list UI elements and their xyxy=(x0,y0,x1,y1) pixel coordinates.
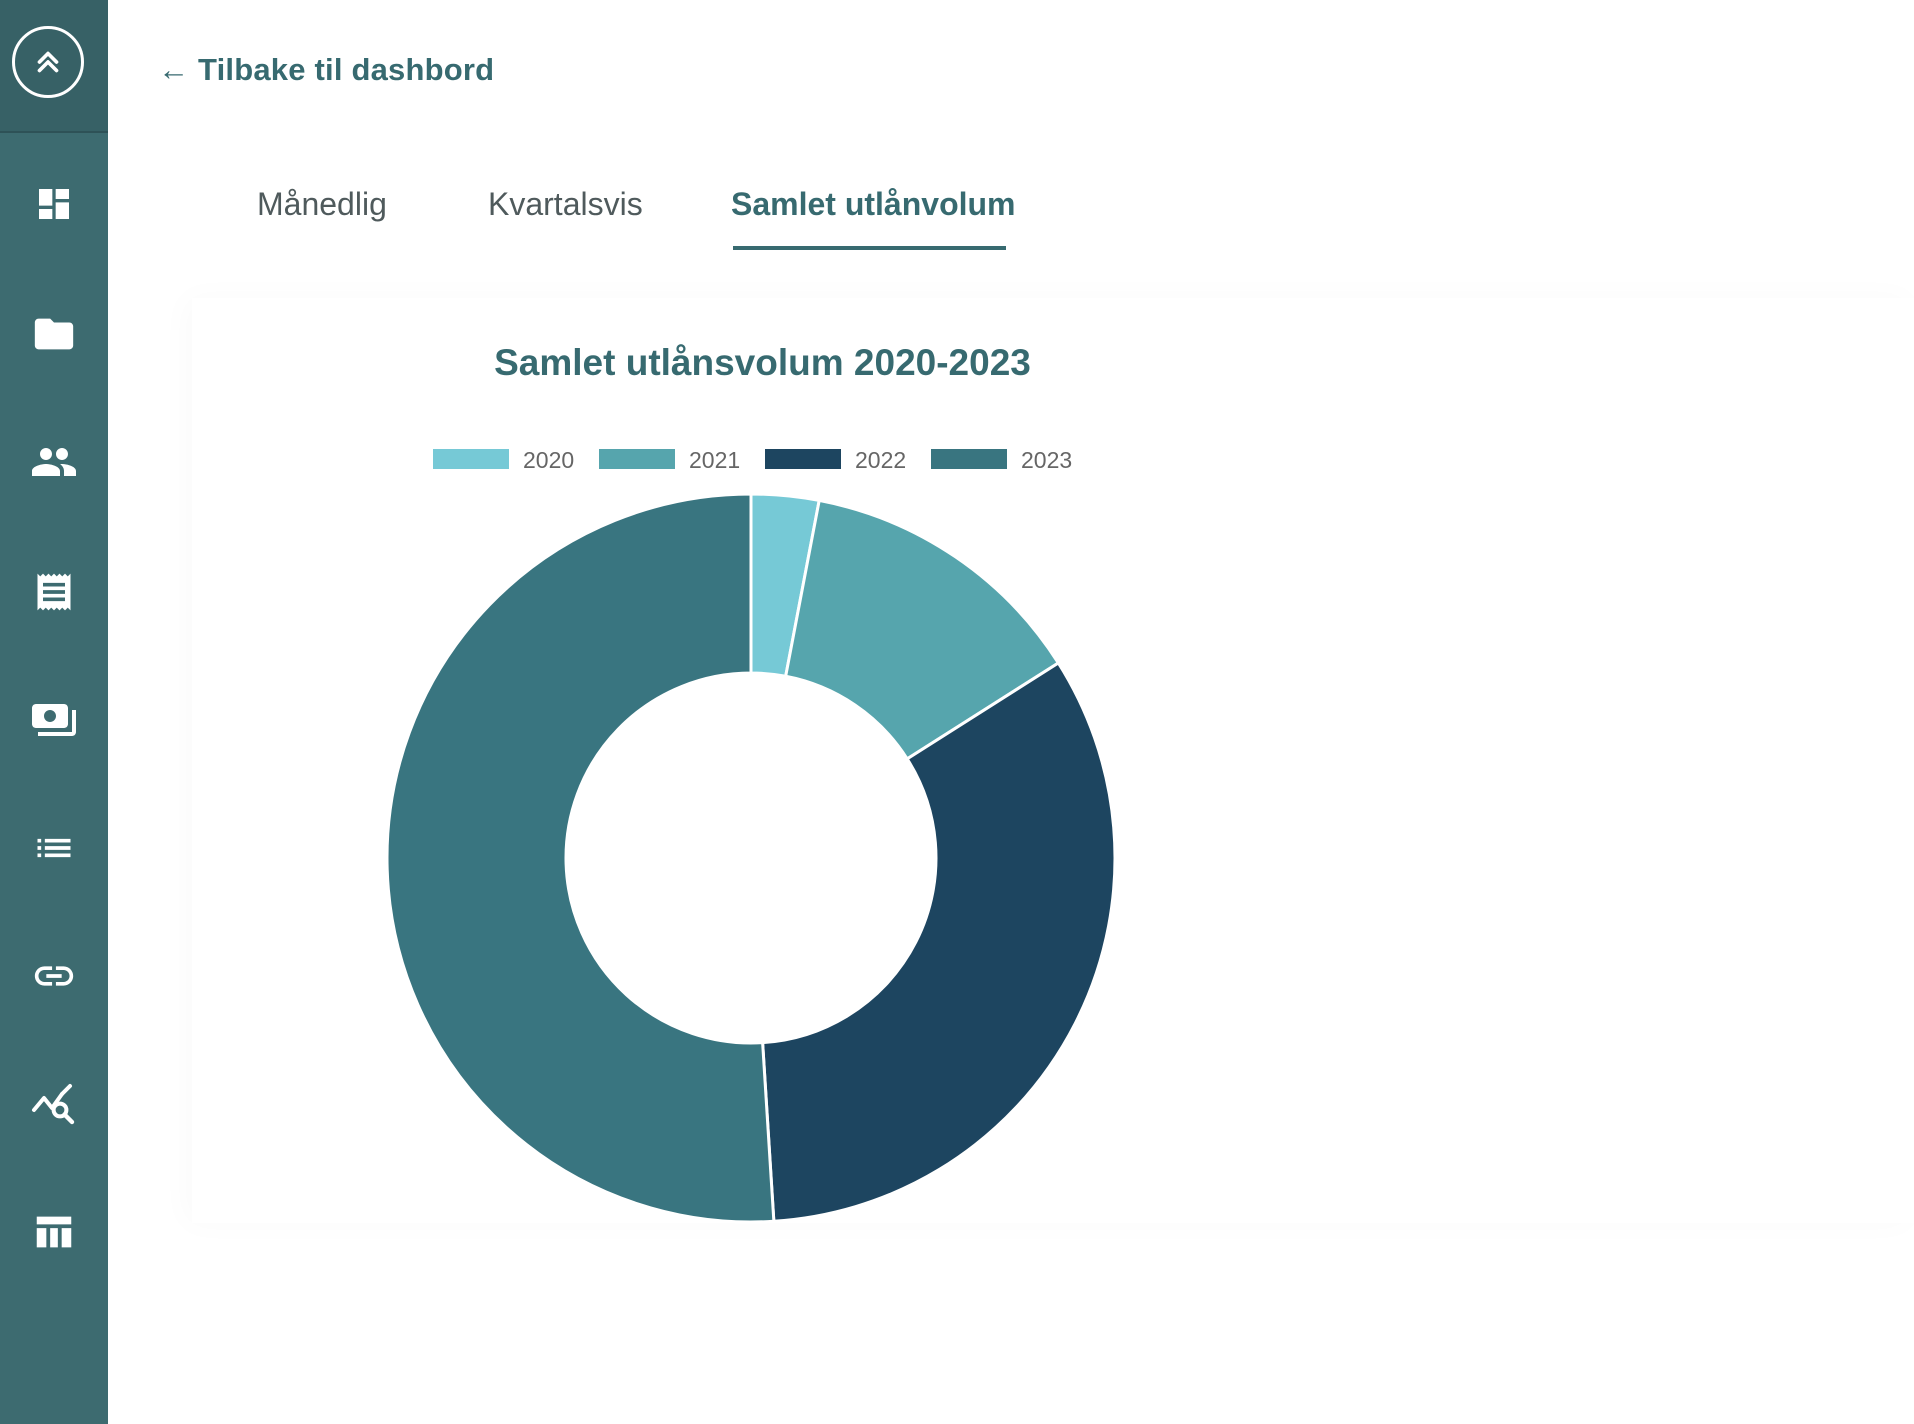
sidebar-item-list[interactable] xyxy=(0,808,108,888)
collapse-icon xyxy=(37,51,59,73)
tab-quarterly[interactable]: Kvartalsvis xyxy=(488,186,643,222)
slice-2022[interactable] xyxy=(761,660,1117,1223)
sidebar-item-dashboard[interactable] xyxy=(0,164,108,244)
legend-swatch-2021[interactable] xyxy=(599,449,675,469)
slice-2021[interactable] xyxy=(783,498,1061,761)
sidebar-item-folder[interactable] xyxy=(0,294,108,374)
legend-label-2022[interactable]: 2022 xyxy=(855,447,906,473)
legend-swatch-2023[interactable] xyxy=(931,449,1007,469)
chart-title: Samlet utlånsvolum 2020-2023 xyxy=(494,342,1031,383)
chart-legend: 2020 2021 2022 2023 xyxy=(433,447,1072,473)
sidebar-item-payments[interactable] xyxy=(0,680,108,760)
back-to-dashboard-link[interactable]: ← Tilbake til dashbord xyxy=(158,52,495,87)
legend-swatch-2022[interactable] xyxy=(765,449,841,469)
table-icon xyxy=(36,1216,72,1248)
legend-label-2020[interactable]: 2020 xyxy=(523,447,574,473)
legend-label-2021[interactable]: 2021 xyxy=(689,447,740,473)
slice-2023[interactable] xyxy=(385,492,776,1224)
payments-icon xyxy=(32,704,76,736)
chart-slices xyxy=(385,492,1117,1224)
sidebar-item-table[interactable] xyxy=(0,1192,108,1272)
receipt-icon xyxy=(37,573,71,611)
sidebar-item-query-stats[interactable] xyxy=(0,1064,108,1144)
legend-swatch-2020[interactable] xyxy=(433,449,509,469)
active-tab-indicator xyxy=(733,246,1006,250)
collapse-button[interactable] xyxy=(12,26,84,98)
people-icon xyxy=(32,448,76,476)
legend-label-2023[interactable]: 2023 xyxy=(1021,447,1072,473)
list-icon xyxy=(37,838,71,858)
sidebar xyxy=(0,0,108,1424)
query-stats-icon xyxy=(32,1084,75,1125)
dashboard-icon xyxy=(39,189,69,219)
tab-monthly[interactable]: Månedlig xyxy=(257,186,387,222)
link-icon xyxy=(34,966,74,986)
tab-total-loan-volume[interactable]: Samlet utlånvolum xyxy=(731,186,1016,222)
sidebar-item-receipts[interactable] xyxy=(0,552,108,632)
sidebar-item-people[interactable] xyxy=(0,422,108,502)
folder-icon xyxy=(34,318,74,350)
sidebar-item-link[interactable] xyxy=(0,936,108,1016)
sidebar-header xyxy=(0,0,108,133)
